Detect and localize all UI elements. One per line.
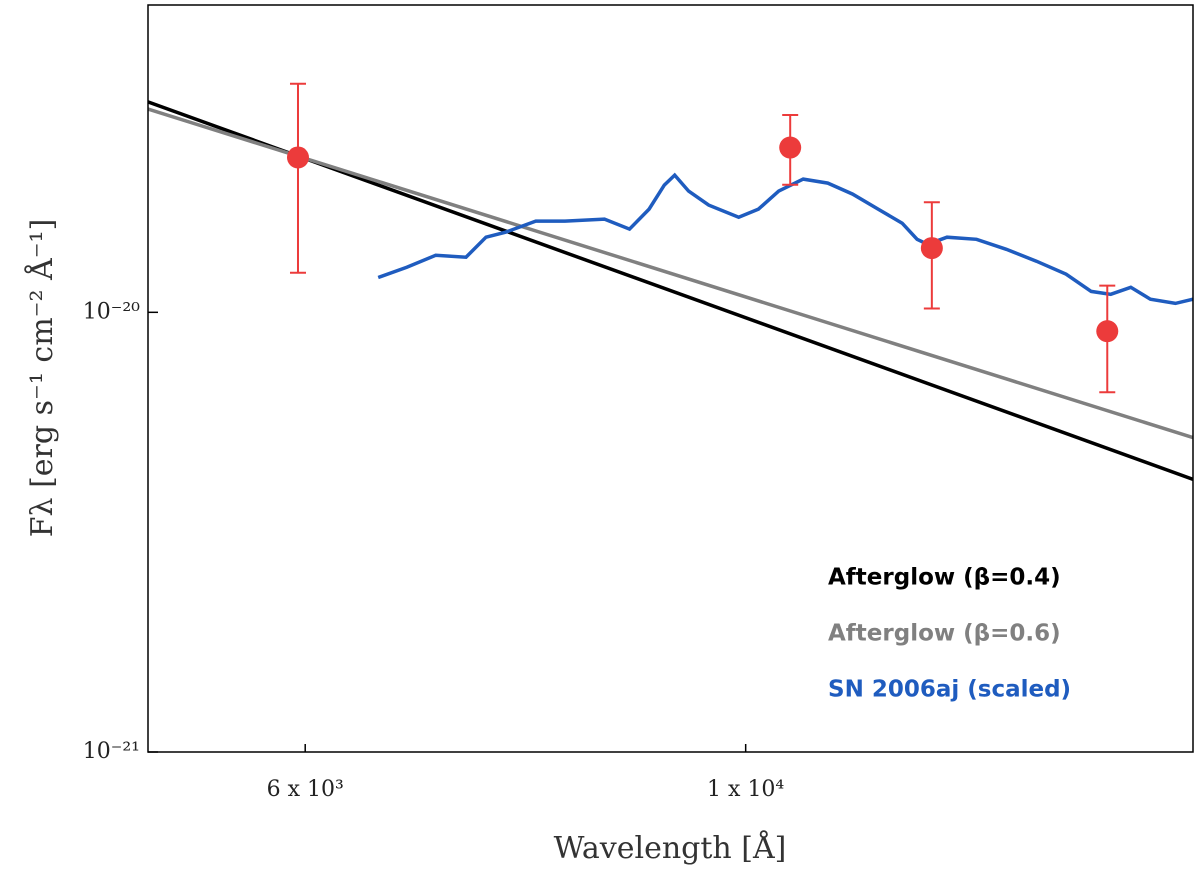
series-line (377, 172, 1193, 306)
y-tick-label: 10⁻²¹ (83, 739, 140, 764)
y-axis-label: Fλ [erg s⁻¹ cm⁻² Å⁻¹] (24, 219, 60, 538)
series-line (148, 107, 1193, 440)
y-tick-label: 10⁻²⁰ (83, 299, 140, 324)
plot-frame (147, 4, 1194, 753)
data-point (1096, 320, 1119, 343)
data-point (779, 136, 802, 159)
legend-entry: Afterglow (β=0.4) (828, 565, 1061, 591)
x-tick-label: 1 x 10⁴ (707, 777, 784, 802)
legend-entry: SN 2006aj (scaled) (828, 677, 1071, 703)
data-point (920, 237, 943, 260)
x-tick-label: 6 x 10³ (267, 777, 344, 802)
data-point (286, 146, 309, 169)
x-axis-label: Wavelength [Å] (554, 830, 787, 866)
legend-entry: Afterglow (β=0.6) (828, 621, 1061, 647)
